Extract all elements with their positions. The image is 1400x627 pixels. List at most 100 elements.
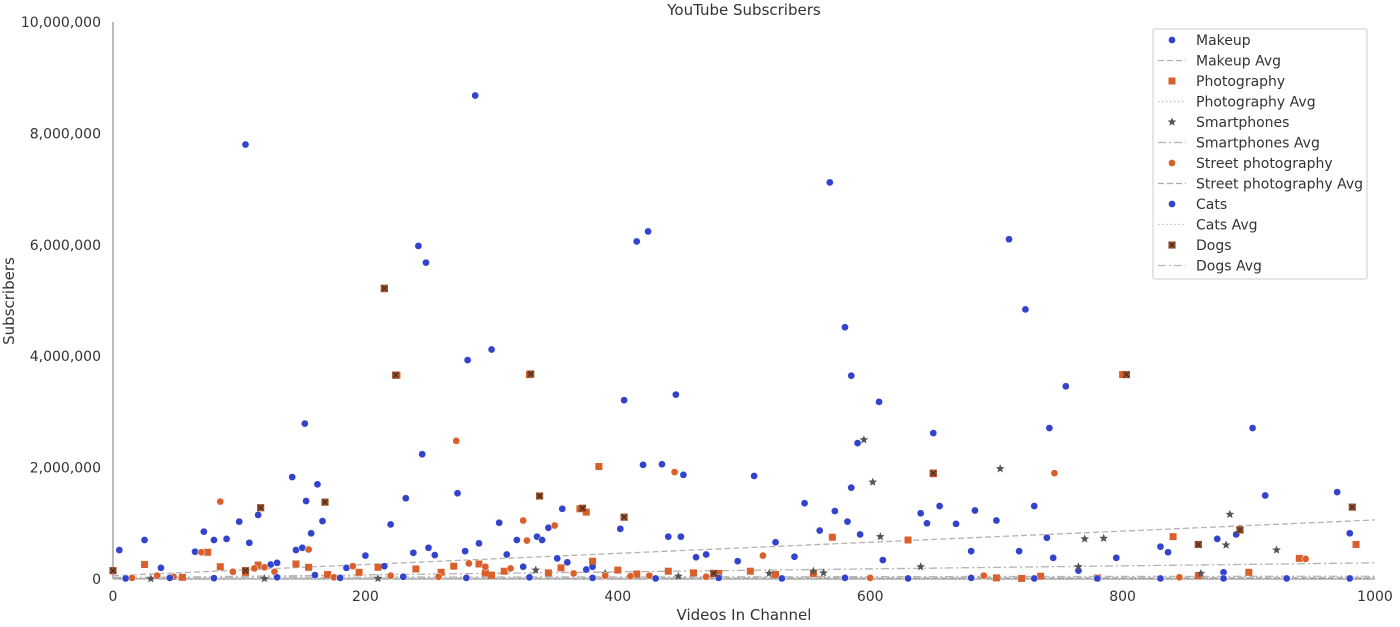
- legend-label-dogs-avg: Dogs Avg: [1196, 259, 1262, 275]
- cats-point: [1156, 574, 1165, 583]
- photography-point: [355, 568, 363, 576]
- makeup-point: [538, 536, 546, 544]
- photography-point: [904, 536, 912, 544]
- cats-point: [336, 574, 345, 582]
- smartphones-point: [859, 435, 869, 444]
- cats-point: [121, 574, 130, 583]
- street-photography-avg-line: [112, 577, 1376, 580]
- cats-point: [399, 572, 408, 581]
- makeup-point: [298, 543, 307, 552]
- makeup-point: [313, 480, 322, 489]
- street-photography-point: [702, 572, 710, 581]
- makeup-point: [495, 518, 504, 527]
- street-photography-point: [304, 545, 313, 554]
- dogs-point: [109, 567, 117, 575]
- smartphones-series: [146, 435, 1281, 583]
- smartphones-point: [1099, 533, 1109, 543]
- makeup-point: [1005, 235, 1013, 244]
- dogs-point: [380, 284, 388, 292]
- cats-point: [165, 574, 174, 582]
- legend-marker-smartphones: [1167, 117, 1177, 126]
- street-photography-point: [506, 564, 515, 573]
- makeup-avg-line: [112, 519, 1376, 577]
- makeup-point: [475, 539, 483, 548]
- makeup-point: [1049, 553, 1058, 562]
- photography-point: [828, 533, 836, 541]
- makeup-point: [487, 345, 496, 354]
- smartphones-point: [1196, 568, 1206, 578]
- makeup-point: [856, 530, 864, 539]
- makeup-point: [1112, 553, 1121, 562]
- photography-point: [614, 566, 622, 574]
- dogs-point: [1194, 540, 1202, 549]
- makeup-point: [157, 564, 165, 572]
- smartphones-avg-line: [112, 562, 1376, 579]
- street-photography-series: [128, 437, 1310, 582]
- x-tick-label: 600: [857, 589, 884, 605]
- makeup-point: [414, 242, 423, 250]
- smartphones-point: [260, 573, 269, 583]
- makeup-point: [311, 571, 319, 579]
- photography-point: [475, 560, 483, 568]
- dogs-point: [620, 513, 628, 521]
- dogs-point: [321, 498, 329, 506]
- makeup-point: [502, 550, 511, 559]
- makeup-point: [563, 558, 572, 567]
- legend-marker-makeup: [1168, 36, 1176, 44]
- photography-point: [589, 557, 597, 565]
- makeup-point: [288, 473, 297, 481]
- makeup-point: [831, 507, 839, 515]
- makeup-point: [935, 502, 944, 510]
- makeup-point: [307, 529, 315, 538]
- makeup-point: [790, 552, 799, 561]
- smartphones-point: [146, 574, 156, 583]
- photography-point: [374, 563, 382, 571]
- makeup-point: [1345, 529, 1354, 538]
- photography-point: [254, 561, 262, 569]
- makeup-point: [140, 536, 149, 544]
- makeup-point: [875, 398, 883, 406]
- dogs-point: [257, 504, 265, 512]
- x-axis-title: Videos In Channel: [677, 606, 812, 624]
- cats-series: [121, 572, 1354, 583]
- photography-point: [178, 573, 186, 581]
- photography-point: [500, 567, 508, 575]
- legend-box: [1152, 28, 1368, 280]
- cats-point: [967, 574, 976, 582]
- photography-point: [1119, 371, 1127, 379]
- makeup-point: [235, 517, 244, 526]
- smartphones-point: [995, 464, 1005, 473]
- street-photography-point: [550, 521, 559, 530]
- makeup-series: [115, 91, 1354, 579]
- makeup-point: [1333, 488, 1341, 496]
- makeup-point: [815, 526, 824, 535]
- dogs-point: [929, 469, 937, 477]
- makeup-point: [971, 506, 979, 515]
- photography-point: [664, 567, 672, 575]
- cats-point: [651, 574, 660, 583]
- makeup-point: [1021, 305, 1030, 314]
- smartphones-point: [809, 566, 818, 575]
- photography-point: [690, 569, 698, 577]
- dogs-point: [241, 567, 250, 575]
- dogs-point: [1236, 526, 1244, 534]
- dogs-point: [535, 492, 544, 500]
- cats-point: [210, 574, 218, 583]
- photography-point: [450, 562, 458, 570]
- makeup-point: [461, 547, 469, 556]
- x-tick-label: 200: [352, 589, 379, 605]
- makeup-point: [679, 470, 688, 479]
- makeup-point: [222, 535, 231, 543]
- cats-point: [588, 574, 597, 582]
- legend-label-photography-avg: Photography Avg: [1196, 95, 1316, 111]
- makeup-point: [519, 562, 528, 571]
- photography-point: [582, 508, 590, 516]
- smartphones-point: [868, 477, 878, 486]
- y-tick-label: 10,000,000: [21, 15, 101, 31]
- makeup-point: [1261, 491, 1270, 500]
- street-photography-point: [1175, 573, 1184, 582]
- makeup-point: [300, 419, 309, 428]
- photography-point: [324, 571, 332, 579]
- makeup-point: [916, 509, 925, 518]
- makeup-point: [422, 258, 430, 267]
